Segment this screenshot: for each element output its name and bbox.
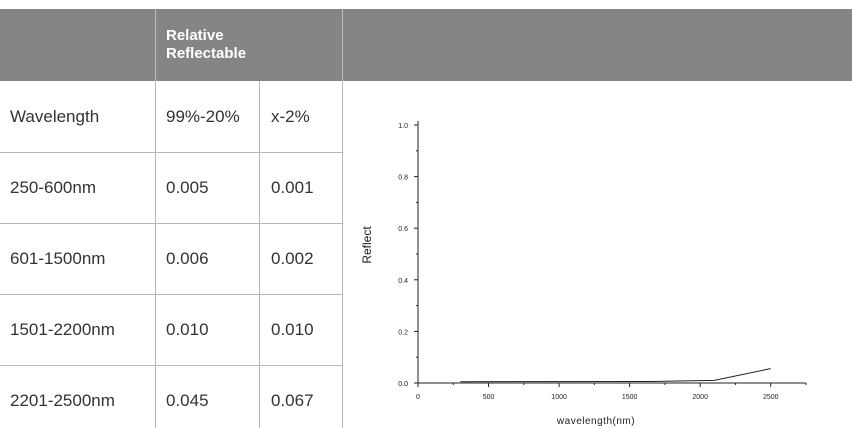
row-value-99-20: 0.010 bbox=[166, 320, 209, 339]
row-value-99-20: 99%-20% bbox=[166, 107, 240, 126]
y-axis-ticks: 0.0 0.2 0.4 0.6 0.8 1.0 bbox=[398, 123, 418, 388]
header-cell-chart bbox=[342, 9, 852, 81]
row-value-x-2: x-2% bbox=[271, 107, 310, 126]
chart-series bbox=[460, 368, 771, 383]
y-tick-label: 1.0 bbox=[398, 123, 408, 130]
x-tick-label: 2000 bbox=[692, 394, 708, 401]
table-divider bbox=[155, 81, 156, 428]
y-tick-label: 0.2 bbox=[398, 329, 408, 336]
table-divider bbox=[259, 81, 260, 428]
header-title-line2: Reflectable bbox=[166, 45, 247, 62]
y-tick-label: 0.0 bbox=[398, 381, 408, 388]
row-value-99-20: 0.006 bbox=[166, 249, 209, 268]
x-axis-ticks: 0 500 1000 1500 2000 2500 bbox=[416, 383, 807, 401]
table-divider bbox=[0, 294, 342, 295]
x-tick-label: 1000 bbox=[551, 394, 567, 401]
header-cell-relative-reflectable: Relative Reflectable bbox=[155, 9, 342, 81]
table-divider bbox=[0, 223, 342, 224]
y-tick-label: 0.6 bbox=[398, 226, 408, 233]
x-tick-label: 1500 bbox=[622, 394, 638, 401]
row-label: 2201-2500nm bbox=[10, 391, 115, 410]
x-tick-label: 0 bbox=[416, 394, 420, 401]
header-title-line1: Relative bbox=[166, 27, 224, 44]
series-line bbox=[460, 368, 771, 383]
table-divider bbox=[0, 365, 342, 366]
row-value-x-2: 0.010 bbox=[271, 320, 314, 339]
header-title: Relative Reflectable bbox=[166, 27, 246, 63]
table-divider bbox=[0, 152, 342, 153]
row-value-x-2: 0.001 bbox=[271, 178, 314, 197]
row-value-99-20: 0.005 bbox=[166, 178, 209, 197]
y-tick-label: 0.8 bbox=[398, 175, 408, 182]
table-divider bbox=[342, 81, 343, 428]
row-value-x-2: 0.067 bbox=[271, 391, 314, 410]
row-label: Wavelength bbox=[10, 107, 100, 126]
row-value-x-2: 0.002 bbox=[271, 249, 314, 268]
table-header: Relative Reflectable bbox=[0, 9, 852, 81]
x-axis-label: wavelength(nm) bbox=[556, 416, 635, 427]
y-tick-label: 0.4 bbox=[398, 278, 408, 285]
row-label: 1501-2200nm bbox=[10, 320, 115, 339]
row-label: 601-1500nm bbox=[10, 249, 106, 268]
row-value-99-20: 0.045 bbox=[166, 391, 209, 410]
y-axis-label: Reflect bbox=[360, 226, 374, 264]
row-label: 250-600nm bbox=[10, 178, 97, 197]
chart-axes bbox=[417, 121, 806, 384]
x-tick-label: 2500 bbox=[763, 394, 779, 401]
x-tick-label: 500 bbox=[483, 394, 495, 401]
